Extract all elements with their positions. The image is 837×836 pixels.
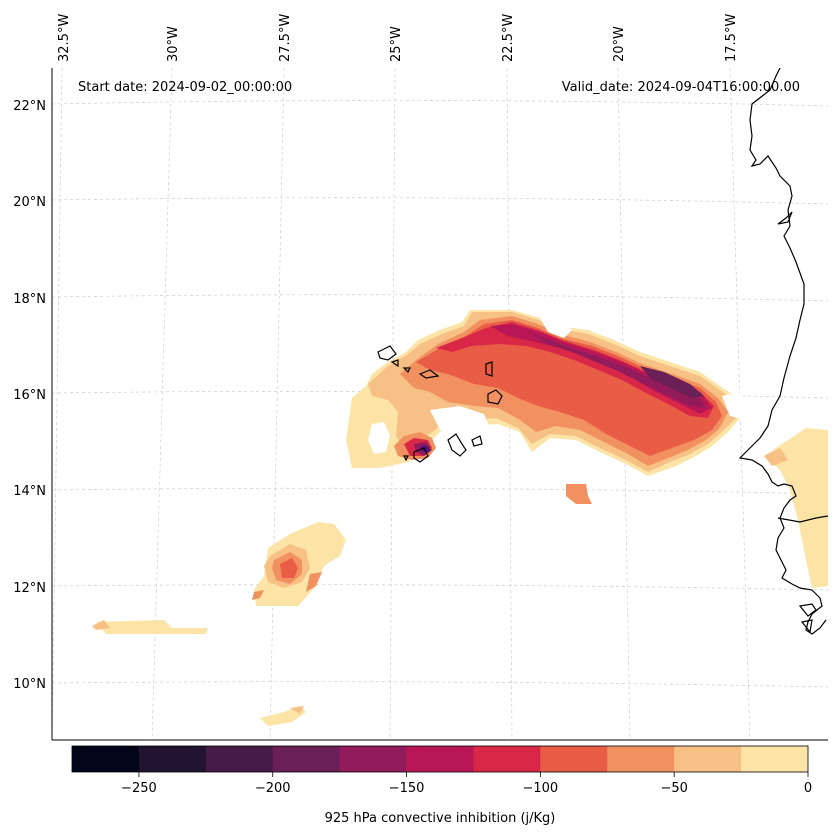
- colorbar-swatch: [272, 746, 341, 772]
- island-fogo: [413, 447, 429, 463]
- valid-date-label: Valid_date: 2024-09-04T16:00:00.00: [562, 80, 800, 95]
- cin-hole-3: [540, 316, 572, 338]
- cin-region-main-175: [640, 366, 704, 398]
- lon-label: 30°W: [166, 26, 181, 62]
- africa-coastline: [738, 68, 827, 635]
- island-santiago: [471, 435, 483, 447]
- cin-field: [92, 310, 828, 726]
- cin-hole-1: [368, 422, 390, 454]
- island-small-1: [402, 367, 411, 374]
- colorbar-tick-label: −150: [389, 781, 425, 796]
- lat-label: 14°N: [13, 484, 46, 499]
- lat-label: 20°N: [13, 195, 46, 210]
- lat-label: 18°N: [13, 292, 46, 307]
- cin-hole-4: [722, 392, 752, 420]
- cin-region-far-south: [260, 706, 306, 726]
- lon-label: 17.5°W: [724, 14, 739, 62]
- lat-label: 16°N: [13, 388, 46, 403]
- colorbar-swatch: [741, 746, 809, 772]
- cin-region-coast-east-edge: [764, 448, 788, 466]
- lat-label: 22°N: [13, 99, 46, 114]
- colorbar-swatch: [674, 746, 742, 772]
- cin-region-far-west-edge: [92, 620, 110, 630]
- lon-label: 25°W: [389, 26, 404, 62]
- cin-hole-2: [430, 406, 490, 440]
- colorbar-tick-label: −200: [255, 781, 291, 796]
- colorbar: −250 −200 −150 −100 −50 0 925 hPa convective …: [71, 745, 812, 826]
- colorbar-tick-label: −50: [660, 781, 687, 796]
- island-maio: [447, 433, 467, 457]
- colorbar-ticks: −250 −200 −150 −100 −50 0: [121, 772, 812, 796]
- lon-label: 27.5°W: [278, 14, 293, 62]
- island-boa-vista: [487, 389, 503, 405]
- lon-label: 20°W: [612, 26, 627, 62]
- colorbar-frame: [71, 745, 809, 773]
- cin-region-west-75: [280, 558, 298, 578]
- colorbar-tick-label: −100: [523, 781, 559, 796]
- coast-islands-north: [777, 211, 793, 225]
- coastlines: [377, 68, 828, 635]
- gambia-river: [777, 515, 828, 523]
- cin-region-main-100: [436, 322, 714, 418]
- island-brava: [403, 455, 409, 462]
- cin-region-far-west: [96, 620, 208, 634]
- colorbar-tick-label: 0: [804, 781, 812, 796]
- cin-region-far-south-edge: [290, 706, 304, 714]
- island-sal: [485, 361, 493, 377]
- cin-region-main-150: [528, 332, 706, 408]
- lon-label: 22.5°W: [501, 14, 516, 62]
- colorbar-swatch: [473, 746, 541, 772]
- lon-label: 32.5°W: [57, 14, 72, 62]
- island-santo-antao: [377, 345, 397, 361]
- colorbar-title: 925 hPa convective inhibition (j/Kg): [325, 811, 556, 826]
- cin-region-west-edge: [306, 572, 322, 592]
- cin-region-coast-east: [764, 428, 828, 588]
- island-sao-vicente: [390, 359, 399, 368]
- cin-region-main-75: [416, 320, 722, 456]
- start-date-label: Start date: 2024-09-02_00:00:00: [78, 80, 292, 95]
- colorbar-swatch: [339, 746, 408, 772]
- colorbar-swatch: [406, 746, 474, 772]
- colorbar-swatch: [607, 746, 675, 772]
- coast-islands-east-1: [798, 603, 817, 617]
- cin-region-main-125: [490, 324, 712, 414]
- cin-region-west-edge2: [252, 590, 264, 600]
- lat-label: 12°N: [13, 581, 46, 596]
- island-sao-nicolau: [418, 369, 440, 379]
- colorbar-swatch: [540, 746, 608, 772]
- colorbar-swatch: [72, 746, 140, 772]
- lat-label: 10°N: [13, 677, 46, 692]
- colorbar-tick-label: −250: [121, 781, 157, 796]
- colorbar-swatch: [205, 746, 274, 772]
- cin-region-south-small: [566, 484, 592, 504]
- longitude-labels: 32.5°W 30°W 27.5°W 25°W 22.5°W 20°W 17.5…: [57, 14, 739, 62]
- colorbar-swatch: [138, 746, 207, 772]
- coast-islands-east-2: [800, 619, 813, 634]
- colorbar-swatches: [72, 746, 809, 772]
- latitude-labels: 22°N 20°N 18°N 16°N 14°N 12°N 10°N: [13, 99, 46, 692]
